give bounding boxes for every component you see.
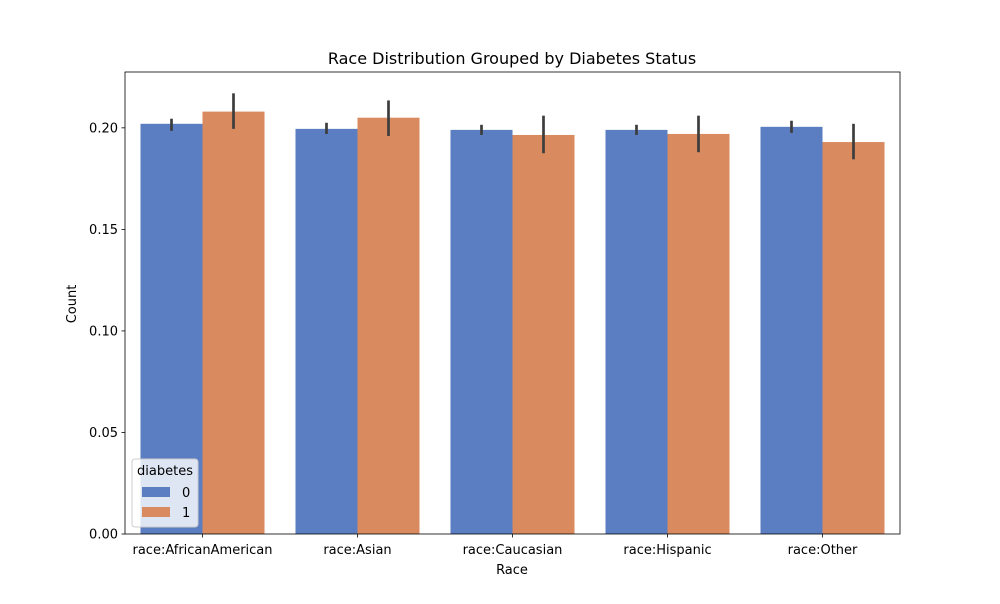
y-tick-label: 0.15: [89, 223, 118, 238]
bar: [512, 134, 575, 534]
y-tick-label: 0.00: [89, 528, 118, 543]
plot-area: 0.00 0.05 0.10 0.15 0.20 race:AfricanAmerican…: [89, 71, 901, 558]
x-axis-label: Race: [496, 563, 528, 578]
bar: [295, 128, 358, 534]
x-tick-label: race:AfricanAmerican: [132, 543, 272, 558]
bar: [450, 129, 513, 534]
bar: [202, 111, 265, 534]
x-tick-label: race:Asian: [323, 543, 391, 558]
legend-label: 0: [182, 486, 190, 501]
legend-label: 1: [182, 506, 190, 521]
bar: [760, 126, 823, 534]
chart-title: Race Distribution Grouped by Diabetes St…: [328, 49, 696, 68]
y-tick-label: 0.05: [89, 426, 118, 441]
bar: [667, 133, 730, 534]
x-tick-label: race:Hispanic: [623, 543, 711, 558]
bar: [357, 117, 420, 534]
legend-title: diabetes: [137, 464, 193, 479]
legend-swatch: [142, 487, 170, 497]
y-tick-label: 0.20: [89, 121, 118, 136]
y-tick-label: 0.10: [89, 324, 118, 339]
bar: [822, 142, 885, 535]
x-tick-label: race:Other: [788, 543, 858, 558]
bar: [605, 129, 668, 534]
y-axis-label: Count: [65, 285, 80, 324]
legend-swatch: [142, 507, 170, 517]
x-tick-label: race:Caucasian: [463, 543, 563, 558]
